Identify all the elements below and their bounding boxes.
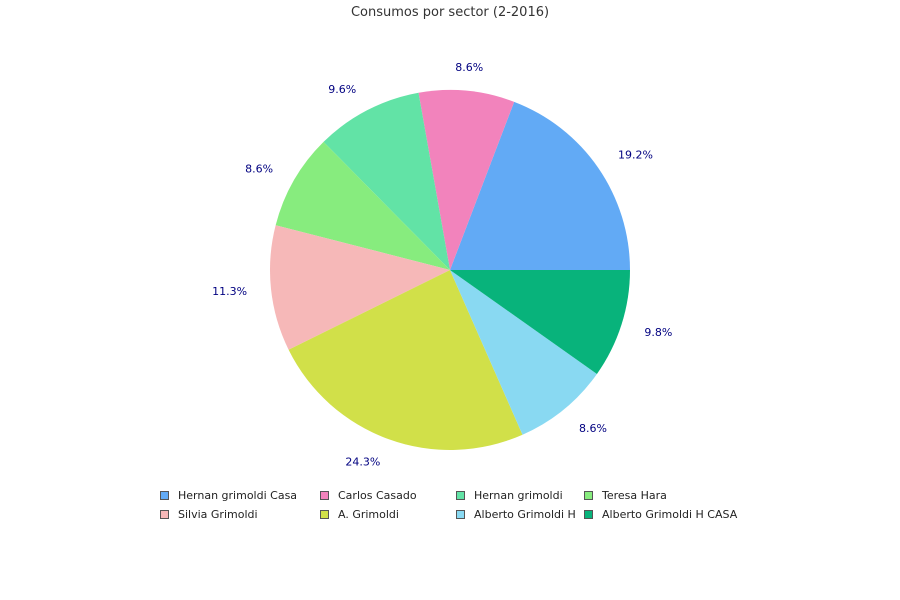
slice-label: 19.2% bbox=[618, 148, 653, 161]
pie-slice bbox=[288, 270, 523, 450]
legend-swatch bbox=[320, 509, 329, 519]
legend-swatch bbox=[320, 490, 329, 500]
pie-slice bbox=[450, 270, 597, 435]
legend-swatch bbox=[160, 509, 169, 519]
legend-swatch bbox=[160, 490, 169, 500]
legend-swatch bbox=[584, 490, 593, 500]
slice-label: 8.6% bbox=[245, 162, 273, 175]
legend-swatch bbox=[584, 509, 593, 519]
pie-slice bbox=[275, 141, 450, 270]
legend-label: Alberto Grimoldi H CASA bbox=[602, 507, 738, 521]
legend-item: Hernan grimoldi Casa bbox=[160, 487, 297, 503]
slice-label: 24.3% bbox=[345, 456, 380, 469]
legend-item: Carlos Casado bbox=[320, 487, 417, 503]
pie-slice bbox=[418, 90, 515, 271]
legend-item: A. Grimoldi bbox=[320, 506, 399, 522]
pie-slice-labels: 19.2% 8.6% 9.6% 8.6% 11.3% 24.3% 8.6% 9.8% bbox=[212, 61, 672, 469]
legend-label: Hernan grimoldi Casa bbox=[178, 488, 298, 502]
legend-item: Alberto Grimoldi H CASA bbox=[584, 506, 737, 522]
slice-label: 8.6% bbox=[455, 61, 483, 74]
pie-slice bbox=[450, 270, 630, 374]
legend-swatch bbox=[456, 490, 465, 500]
legend-swatch bbox=[456, 509, 465, 519]
legend-item: Teresa Hara bbox=[584, 487, 667, 503]
legend-label: A. Grimoldi bbox=[338, 507, 399, 521]
legend-label: Carlos Casado bbox=[338, 488, 417, 502]
slice-label: 9.8% bbox=[644, 326, 672, 339]
slice-label: 11.3% bbox=[212, 285, 247, 298]
legend-label: Teresa Hara bbox=[602, 488, 667, 502]
legend-label: Alberto Grimoldi H bbox=[474, 507, 576, 521]
pie-slice bbox=[270, 225, 450, 350]
slice-label: 8.6% bbox=[579, 422, 607, 435]
legend-item: Hernan grimoldi bbox=[456, 487, 563, 503]
slice-label: 9.6% bbox=[328, 83, 356, 96]
legend-label: Hernan grimoldi bbox=[474, 488, 563, 502]
legend-item: Silvia Grimoldi bbox=[160, 506, 258, 522]
pie-slice bbox=[323, 92, 450, 271]
legend-label: Silvia Grimoldi bbox=[178, 507, 258, 521]
pie-slice bbox=[450, 101, 630, 270]
legend-item: Alberto Grimoldi H bbox=[456, 506, 576, 522]
pie-slices bbox=[270, 90, 630, 450]
chart-title: Consumos por sector (2-2016) bbox=[350, 5, 550, 20]
